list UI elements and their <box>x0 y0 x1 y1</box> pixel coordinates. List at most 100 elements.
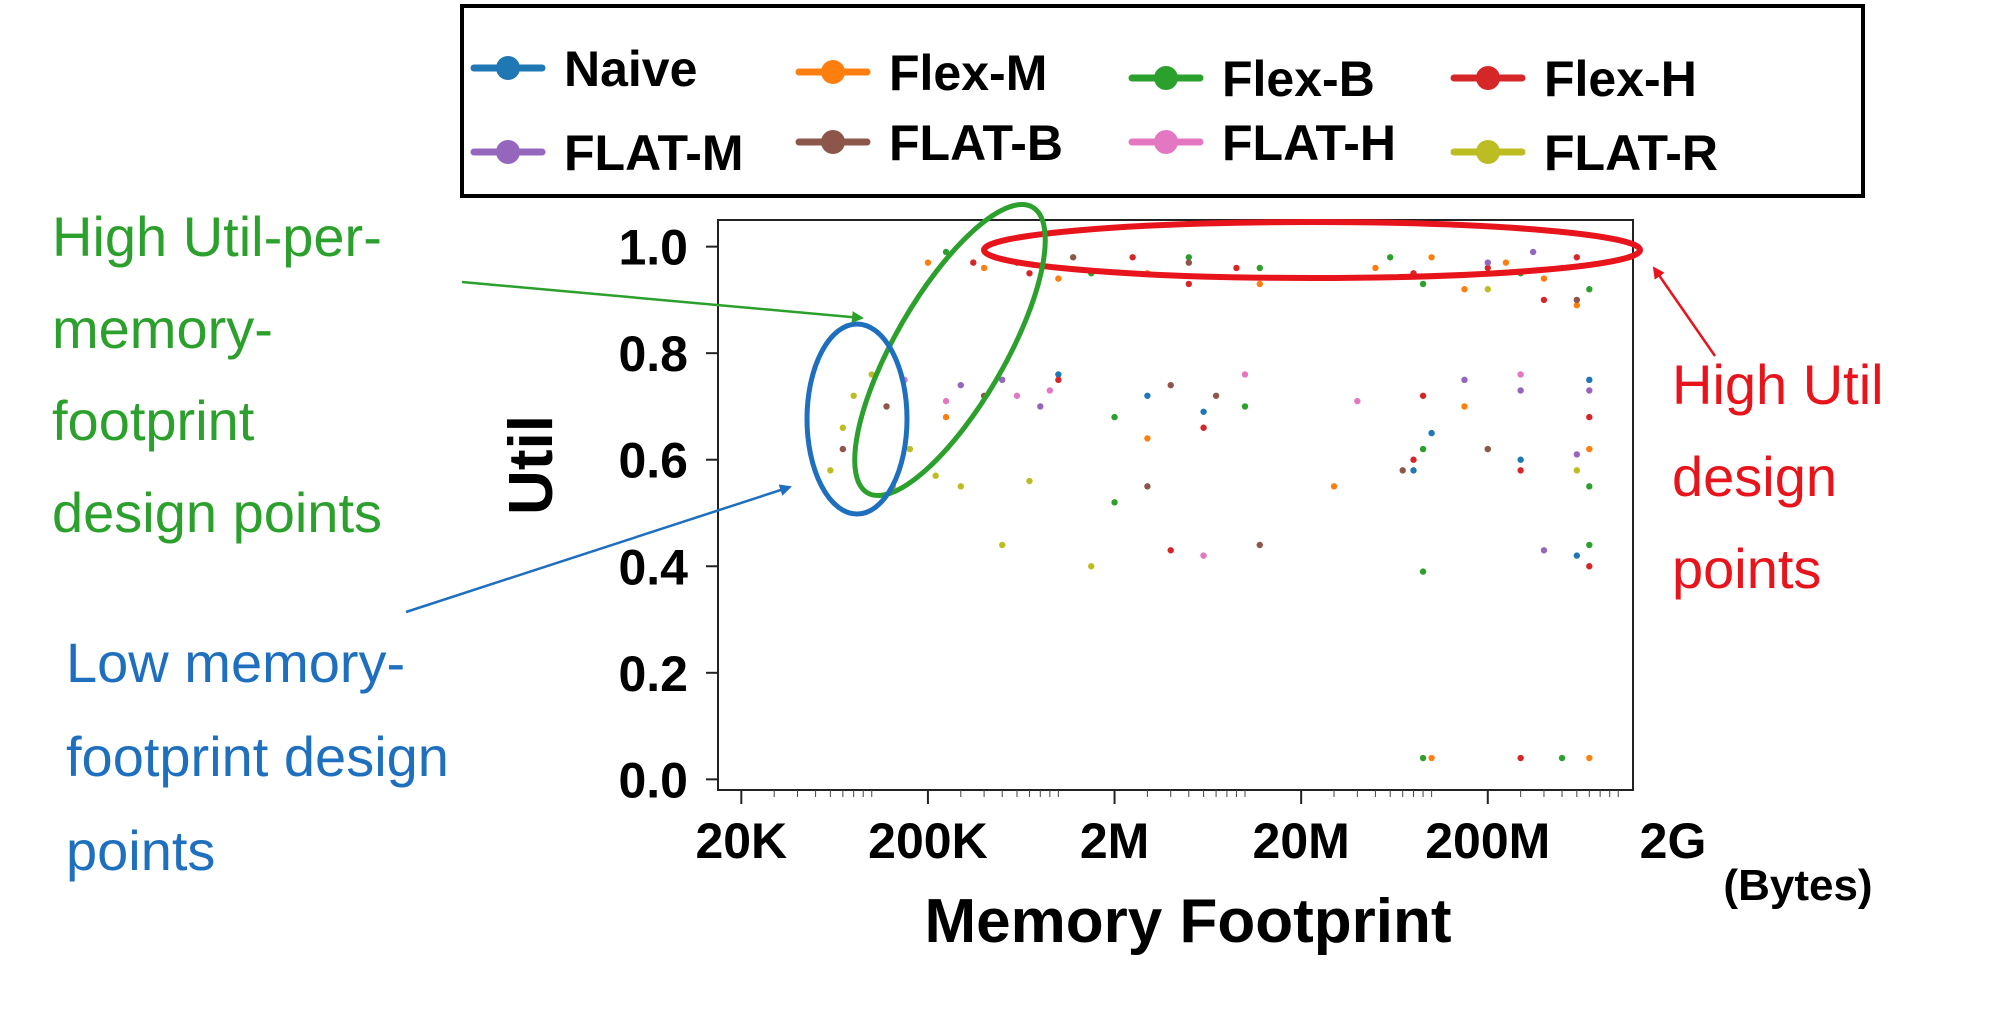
legend-marker <box>496 140 520 164</box>
data-point <box>942 413 950 421</box>
data-point <box>1212 392 1220 399</box>
data-point <box>1586 413 1593 421</box>
data-point <box>1484 286 1491 293</box>
data-point <box>1111 413 1118 421</box>
data-point <box>1330 483 1338 490</box>
data-point <box>1586 541 1593 549</box>
data-point <box>1586 754 1593 762</box>
data-point <box>1419 754 1427 762</box>
annotation-line: Low memory- <box>66 631 405 694</box>
annotation-line: High Util-per- <box>52 205 382 268</box>
data-point <box>1144 435 1151 442</box>
x-tick-label: 20K <box>695 813 787 869</box>
data-point <box>1573 467 1581 474</box>
annotation-line: design points <box>52 481 382 544</box>
data-point <box>1529 248 1537 256</box>
data-point <box>1419 392 1427 399</box>
data-point <box>1241 371 1249 378</box>
data-point <box>1517 456 1524 463</box>
plot-area: 0.0 0.2 0.4 0.6 0.8 1.0 20K 200K 2M 20M 200M 2G <box>618 219 1707 869</box>
legend-label: Naive <box>564 41 697 97</box>
x-tick-label: 2M <box>1080 813 1149 869</box>
data-point <box>932 472 939 479</box>
y-tick-label: 0.0 <box>618 752 688 808</box>
data-point <box>1586 483 1593 490</box>
data-point <box>1144 483 1151 490</box>
data-point <box>1586 445 1593 453</box>
y-tick-label: 0.6 <box>618 433 688 489</box>
data-point <box>1428 754 1435 762</box>
legend-item: Flex-B <box>1128 51 1375 107</box>
data-point <box>942 397 950 405</box>
data-point <box>1558 754 1566 762</box>
x-axis-title: Memory Footprint <box>925 887 1452 956</box>
legend: Naive Flex-M Flex-B Flex-H FLAT-M FLAT-B FLAT-… <box>460 4 1865 198</box>
data-point <box>1026 477 1033 485</box>
data-point <box>1410 467 1417 474</box>
legend-label: Flex-B <box>1222 51 1375 107</box>
data-point <box>1419 445 1427 453</box>
legend-label: FLAT-M <box>564 125 744 181</box>
low-memory-ellipse <box>804 321 910 517</box>
annotation-line: footprint <box>52 389 255 452</box>
y-axis-title: Util <box>497 415 566 515</box>
legend-marker <box>1476 140 1500 164</box>
data-point <box>906 445 914 453</box>
data-point <box>1540 275 1548 282</box>
data-point <box>1129 254 1136 261</box>
legend-item: FLAT-R <box>1450 125 1718 181</box>
data-point <box>1517 387 1524 394</box>
annotation-line: memory- <box>52 297 273 360</box>
data-point <box>1461 376 1468 384</box>
data-point <box>1586 387 1593 394</box>
data-point <box>1484 445 1491 453</box>
annotation-line: design <box>1672 445 1837 508</box>
data-point <box>1399 467 1406 474</box>
data-point <box>1419 280 1427 288</box>
data-point <box>1484 259 1491 266</box>
data-point <box>1046 387 1054 394</box>
data-point <box>1387 254 1394 261</box>
data-point <box>850 392 857 399</box>
legend-item: FLAT-M <box>470 125 744 181</box>
data-point <box>1354 397 1361 405</box>
annotation-high-util: High Util design points <box>1672 353 1899 600</box>
data-point <box>1573 302 1581 309</box>
data-point <box>1517 754 1524 762</box>
data-point <box>1461 403 1468 410</box>
annotation-line: High Util <box>1672 353 1884 416</box>
legend-item: FLAT-H <box>1128 115 1396 171</box>
annotation-line: points <box>66 819 215 882</box>
data-point <box>1573 296 1581 304</box>
data-point <box>1233 264 1240 272</box>
x-tick-label: 2G <box>1640 813 1707 869</box>
data-point <box>1037 403 1044 410</box>
data-point <box>1144 392 1151 399</box>
data-point <box>1026 270 1033 277</box>
data-point <box>1185 254 1193 261</box>
legend-label: FLAT-H <box>1222 115 1396 171</box>
data-point <box>1586 563 1593 570</box>
data-point <box>1167 381 1174 389</box>
legend-marker <box>821 130 845 154</box>
plot-frame <box>717 219 1634 791</box>
x-tick-label: 200M <box>1425 813 1550 869</box>
data-point <box>1573 254 1581 261</box>
data-point <box>1573 552 1581 559</box>
data-point <box>1586 376 1593 384</box>
legend-label: Flex-M <box>889 45 1047 101</box>
legend-frame <box>460 4 1865 198</box>
data-point <box>1055 275 1062 282</box>
data-point <box>1428 429 1435 437</box>
legend-label: FLAT-B <box>889 115 1063 171</box>
annotation-line: footprint design <box>66 725 449 788</box>
data-point <box>883 403 890 410</box>
data-point <box>1410 456 1417 463</box>
x-tick-label: 200K <box>868 813 988 869</box>
legend-marker <box>821 60 845 84</box>
y-tick-label: 0.4 <box>618 539 688 595</box>
data-point <box>1372 264 1379 272</box>
data-point <box>1573 451 1581 458</box>
data-point <box>1502 259 1510 266</box>
